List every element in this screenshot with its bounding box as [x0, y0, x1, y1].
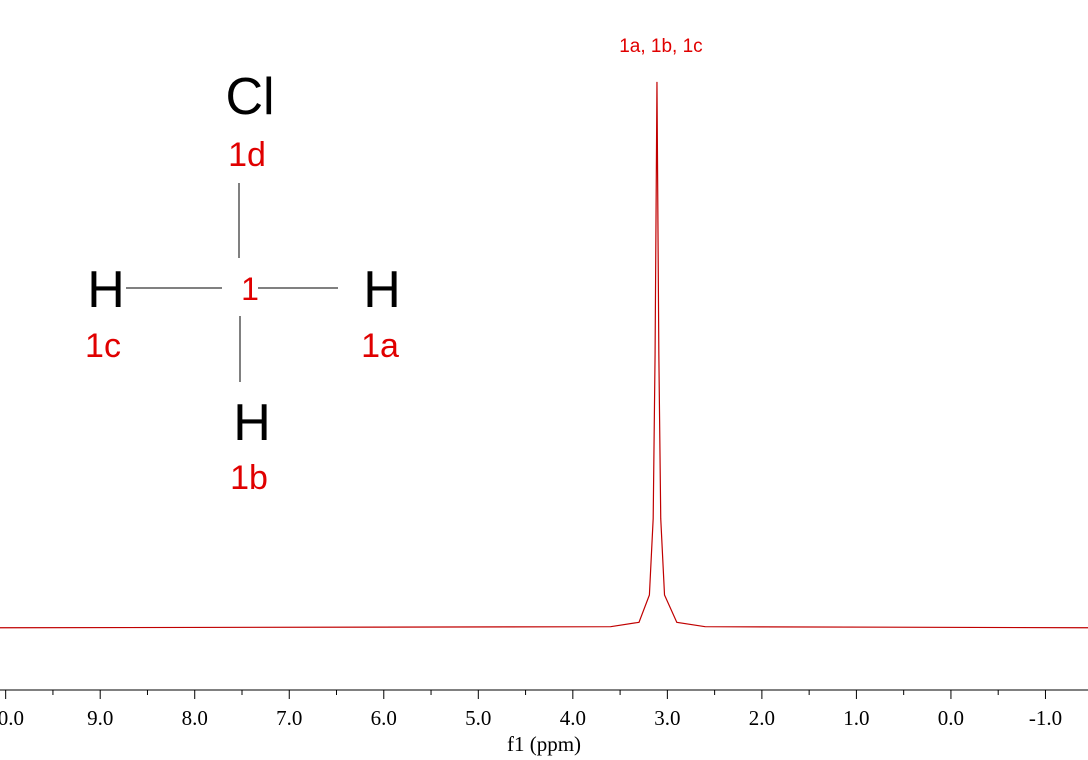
peak-label: 1a, 1b, 1c: [619, 36, 702, 57]
atom-label: 1c: [85, 327, 121, 365]
spectrum-line: [0, 81, 1088, 629]
atom: H: [87, 261, 125, 319]
x-tick-label: 8.0: [182, 706, 208, 730]
atom-label: 1b: [230, 459, 268, 497]
x-tick-label: 5.0: [465, 706, 491, 730]
atom: Cl: [225, 68, 274, 126]
x-tick-label: 4.0: [560, 706, 586, 730]
atom: H: [233, 394, 271, 452]
x-tick-label: 3.0: [654, 706, 680, 730]
x-tick-label: 10.0: [0, 706, 24, 730]
atom-label: 1: [241, 271, 259, 307]
x-tick-label: 9.0: [87, 706, 113, 730]
x-tick-label: 6.0: [371, 706, 397, 730]
x-tick-label: 7.0: [276, 706, 302, 730]
structure: Cl 1d 1 H 1c H 1a H 1b: [85, 68, 401, 497]
x-tick-label: 0.0: [938, 706, 964, 730]
atom-label: 1d: [228, 136, 266, 174]
x-tick-label: -1.0: [1029, 706, 1062, 730]
x-tick-label: 2.0: [749, 706, 775, 730]
x-tick-label: 1.0: [843, 706, 869, 730]
x-axis-label: f1 (ppm): [507, 732, 581, 756]
atom: H: [363, 261, 401, 319]
atom-label: 1a: [361, 327, 399, 365]
